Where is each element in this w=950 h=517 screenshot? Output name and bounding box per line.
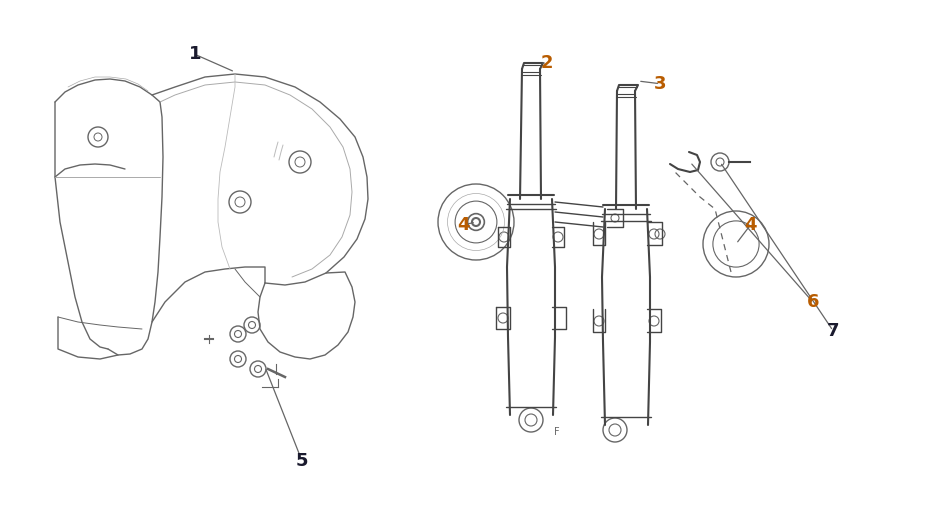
Text: 2: 2 bbox=[541, 54, 554, 72]
Text: 1: 1 bbox=[188, 45, 201, 63]
Text: F: F bbox=[554, 427, 560, 437]
Text: 5: 5 bbox=[295, 452, 309, 470]
Text: 6: 6 bbox=[807, 294, 820, 311]
Text: 4: 4 bbox=[744, 216, 757, 234]
Text: 3: 3 bbox=[654, 75, 667, 93]
Text: 7: 7 bbox=[826, 322, 840, 340]
Text: 4: 4 bbox=[457, 216, 470, 234]
